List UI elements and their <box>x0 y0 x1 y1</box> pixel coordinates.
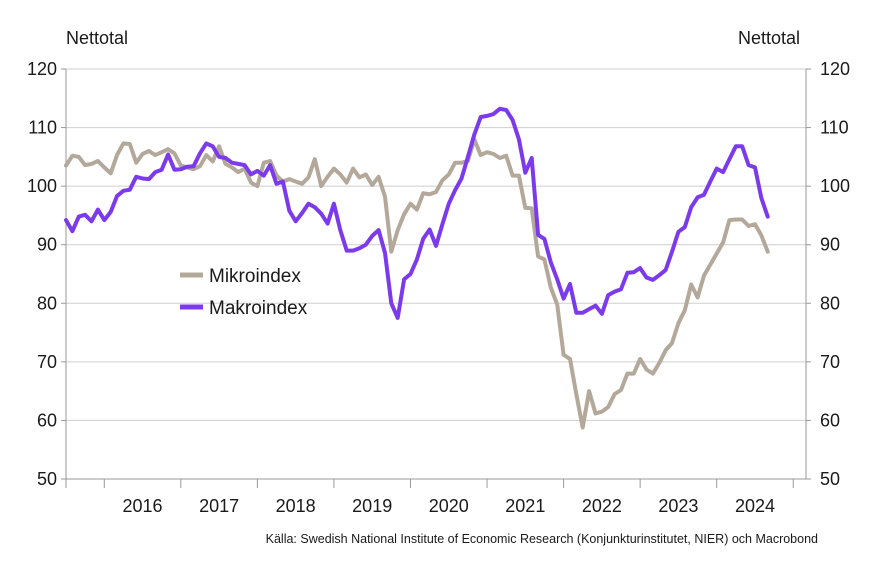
y-tick-label-left: 80 <box>37 293 57 313</box>
y-tick-label-right: 60 <box>820 410 840 430</box>
right-axis-unit-label: Nettotal <box>738 28 800 48</box>
y-tick-label-right: 80 <box>820 293 840 313</box>
legend: Mikroindex Makroindex <box>180 266 308 319</box>
x-tick-label: 2023 <box>658 496 698 516</box>
gridlines <box>66 68 806 421</box>
y-tick-label-left: 70 <box>37 352 57 372</box>
left-axis-unit-label: Nettotal <box>66 28 128 48</box>
x-tick-label: 2016 <box>123 496 163 516</box>
x-tick-label: 2021 <box>505 496 545 516</box>
series-line-mikroindex <box>64 137 770 430</box>
x-tick-label: 2017 <box>199 496 239 516</box>
x-tick-label: 2019 <box>352 496 392 516</box>
y-tick-label-right: 110 <box>820 118 849 138</box>
x-tick-label: 2020 <box>429 496 469 516</box>
legend-label-makroindex: Makroindex <box>209 298 308 319</box>
x-tick-label: 2018 <box>276 496 316 516</box>
series-line-makroindex <box>64 106 770 320</box>
y-tick-label-right: 50 <box>820 469 840 489</box>
y-tick-label-left: 100 <box>27 176 57 196</box>
series-lines <box>64 106 770 430</box>
y-tick-label-left: 90 <box>37 235 57 255</box>
y-tick-label-left: 60 <box>37 410 57 430</box>
legend-label-mikroindex: Mikroindex <box>209 266 301 287</box>
y-tick-label-left: 50 <box>37 469 57 489</box>
y-tick-label-right: 70 <box>820 352 840 372</box>
axes <box>61 68 811 488</box>
y-tick-label-left: 120 <box>27 59 57 79</box>
x-tick-label: 2022 <box>582 496 622 516</box>
y-tick-label-right: 100 <box>820 176 850 196</box>
x-axis-ticks: 2016 2017 2018 2019 2020 2021 2022 2023 2024 <box>123 496 775 516</box>
y-tick-label-left: 110 <box>28 118 57 138</box>
source-note: Källa: Swedish National Institute of Eco… <box>266 532 818 546</box>
y-axis-left-ticks: 50 60 70 80 90 100 110 120 <box>27 59 57 489</box>
x-tick-label: 2024 <box>735 496 775 516</box>
y-tick-label-right: 90 <box>820 235 840 255</box>
y-tick-label-right: 120 <box>820 59 850 79</box>
y-axis-right-ticks: 50 60 70 80 90 100 110 120 <box>820 59 850 489</box>
